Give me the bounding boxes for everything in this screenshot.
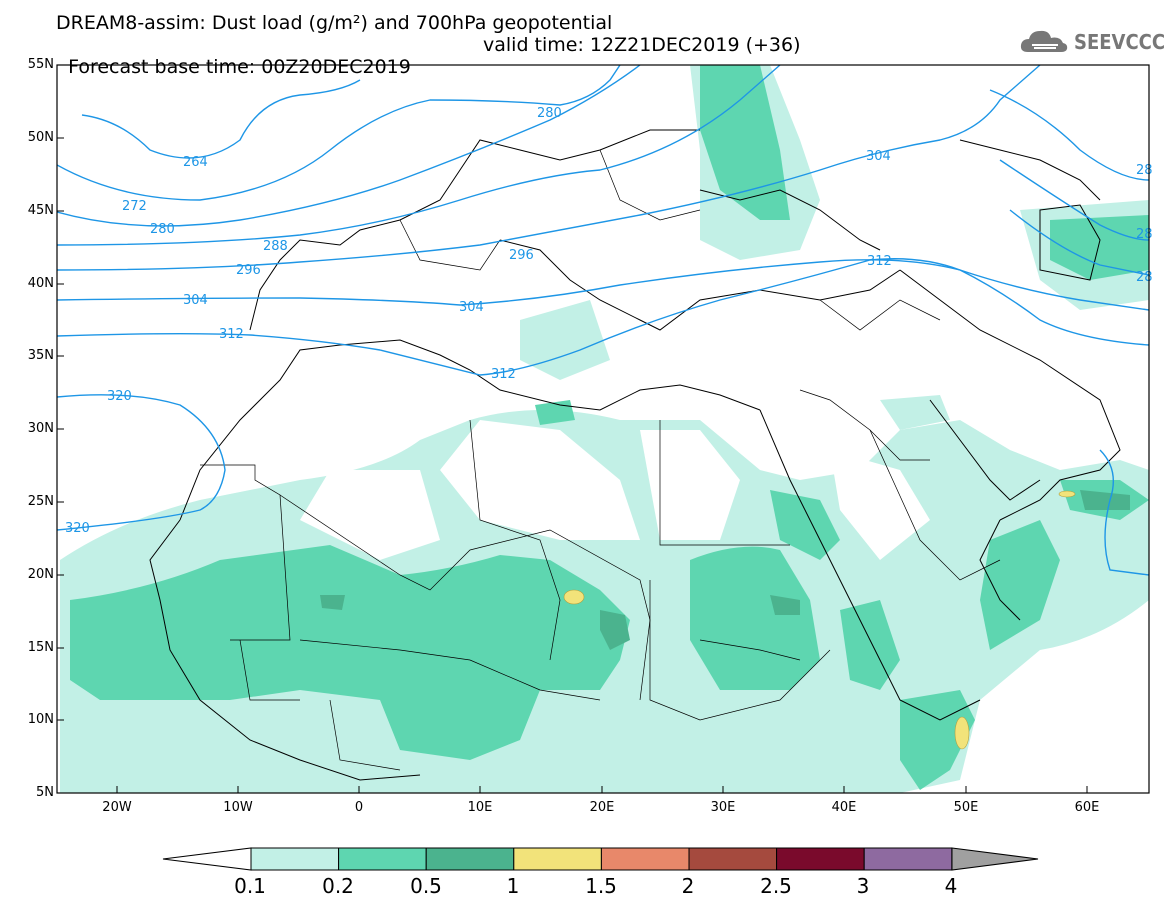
lat-label: 45N	[27, 203, 54, 218]
colorbar-cell	[688, 847, 778, 871]
country-borders	[200, 149, 1001, 771]
contour-label: 280	[537, 106, 562, 121]
contour-label: 320	[65, 521, 90, 536]
colorbar-tick: 3	[856, 874, 870, 898]
contour-label: 28	[1136, 163, 1153, 178]
colorbar-tick: 0.2	[322, 874, 354, 898]
colorbar-under-triangle	[162, 847, 252, 871]
contour-label: 296	[236, 263, 261, 278]
contour-label: 304	[866, 149, 891, 164]
colorbar	[162, 847, 1039, 871]
colorbar-tick: 0.1	[234, 874, 266, 898]
lon-label: 60E	[1074, 800, 1100, 815]
dust-area-yellow	[563, 490, 1076, 750]
colorbar-over-triangle	[951, 847, 1039, 871]
colorbar-tick: 2.5	[760, 874, 792, 898]
colorbar-tick: 0.5	[410, 874, 442, 898]
map-subtitle: Forecast base time: 00Z20DEC2019 valid t…	[56, 34, 800, 100]
contour-label: 272	[122, 199, 147, 214]
lat-label: 55N	[27, 57, 54, 72]
dust-area-dark	[320, 490, 1130, 650]
lon-label: 40E	[831, 800, 857, 815]
lat-label: 20N	[27, 567, 54, 582]
dust-area-medium	[70, 65, 1149, 790]
lat-label: 15N	[27, 640, 54, 655]
lon-label: 30E	[710, 800, 736, 815]
colorbar-cell	[776, 847, 865, 871]
contour-label: 320	[107, 389, 132, 404]
map-title: DREAM8-assim: Dust load (g/m²) and 700hP…	[56, 12, 613, 34]
lon-label: 0	[354, 800, 364, 815]
colorbar-tick: 2	[681, 874, 695, 898]
colorbar-cell	[863, 847, 953, 871]
dust-area-clear	[300, 420, 930, 560]
lat-label: 10N	[27, 712, 54, 727]
contour-label: 312	[491, 367, 516, 382]
colorbar-tick: 1.5	[585, 874, 617, 898]
contour-label: 288	[263, 239, 288, 254]
logo-text: SEEVCCC	[1074, 30, 1165, 54]
lon-label: 20W	[102, 800, 132, 815]
contour-label: 296	[509, 248, 534, 263]
lon-label: 10W	[223, 800, 253, 815]
seevccc-logo: SEEVCCC	[1018, 26, 1165, 58]
geopotential-contours	[57, 65, 1149, 576]
coastlines	[149, 129, 1121, 781]
contour-label: 28	[1136, 270, 1153, 285]
contour-label: 28	[1136, 227, 1153, 242]
colorbar-tick: 1	[506, 874, 520, 898]
colorbar-cell	[338, 847, 427, 871]
lat-label: 40N	[27, 276, 54, 291]
colorbar-cells	[250, 847, 953, 871]
lon-label: 50E	[953, 800, 979, 815]
lon-label: 20E	[589, 800, 615, 815]
lat-label: 25N	[27, 494, 54, 509]
lon-label: 10E	[467, 800, 493, 815]
contour-label: 304	[459, 300, 484, 315]
colorbar-cell	[600, 847, 690, 871]
lat-label: 50N	[27, 130, 54, 145]
colorbar-cell	[425, 847, 515, 871]
contour-label: 304	[183, 293, 208, 308]
cloud-icon	[1020, 30, 1068, 52]
valid-time-label: valid time: 12Z21DEC2019 (+36)	[483, 34, 801, 56]
contour-label: 312	[867, 254, 892, 269]
lat-label: 35N	[27, 348, 54, 363]
lat-label: 30N	[27, 421, 54, 436]
contour-label: 264	[183, 155, 208, 170]
lat-label: 5N	[36, 785, 54, 800]
colorbar-cell	[250, 847, 340, 871]
base-time-label: Forecast base time: 00Z20DEC2019	[68, 56, 411, 78]
colorbar-cell	[513, 847, 602, 871]
contour-label: 312	[219, 327, 244, 342]
colorbar-tick: 4	[944, 874, 958, 898]
axis-ticks	[57, 64, 1088, 793]
contour-label: 280	[150, 222, 175, 237]
